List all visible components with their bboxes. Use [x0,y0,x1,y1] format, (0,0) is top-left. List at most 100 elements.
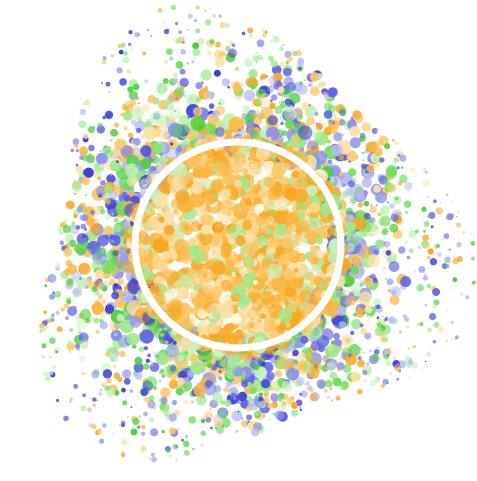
dot [41,326,47,332]
dot [177,287,189,299]
dot [239,91,242,94]
dot [299,407,301,409]
dot [381,229,388,236]
dot [266,85,275,93]
dot [285,227,293,236]
dot [169,56,174,61]
dot [227,391,232,395]
dot [218,376,223,381]
dot [242,257,253,268]
dot [168,379,179,389]
dot [119,350,126,358]
dot [252,196,262,206]
dot [386,200,390,204]
dot [146,250,160,265]
dot [120,290,133,303]
dot [209,39,215,45]
dot [351,177,356,182]
dot [295,49,302,57]
dot [181,40,185,44]
dot [260,94,264,98]
dot [309,245,318,254]
dot [448,248,451,251]
dot [125,163,139,177]
dot [149,417,154,423]
dot [381,315,384,318]
dot [259,290,274,306]
dot [184,317,196,329]
dot [66,300,72,305]
dot [339,381,349,391]
dot [373,298,381,307]
dot [163,59,169,65]
dot [214,57,225,67]
dot [197,38,205,45]
dot [241,420,249,428]
dot [252,190,258,196]
dot [204,19,212,26]
dot [305,353,313,361]
dot [429,313,437,321]
dot [373,278,379,284]
dot [308,82,313,88]
dot [143,396,150,403]
dot [129,315,142,328]
dot [134,403,138,406]
dot [120,452,126,458]
dot [186,93,200,107]
dot [70,148,75,153]
dot [432,304,437,309]
dot [306,381,310,386]
dot [288,278,300,289]
dot [341,183,346,188]
dot [100,382,106,388]
dot [293,267,299,273]
dot [170,4,177,11]
dot [106,174,116,184]
dot [272,72,283,83]
dot [328,119,332,123]
dot [164,446,171,452]
dot [373,185,381,193]
dot [293,188,309,204]
dot [193,294,207,308]
dot [126,416,129,419]
dot [237,128,241,132]
dot [268,185,283,201]
dot [49,293,56,300]
dot [369,349,372,353]
dot [123,126,128,131]
dot [424,170,428,174]
dot [124,286,129,291]
dot [223,325,230,332]
dot [269,99,273,103]
dot [228,302,234,308]
dot [142,363,150,370]
dot [359,291,372,304]
dot [233,89,244,100]
dot [258,226,267,235]
dot [446,310,449,312]
dot [456,222,462,228]
dot [215,105,226,116]
dot [346,230,362,247]
dot [178,274,193,289]
dot [121,439,128,446]
dot [174,444,179,449]
dot [348,353,352,357]
dot [202,189,218,205]
dot [251,183,261,193]
dot [450,337,453,341]
dot [124,100,130,106]
dot [399,154,407,162]
dot [104,208,108,212]
dot [357,202,364,208]
dot [165,48,173,56]
dot [192,249,207,264]
dot [311,195,320,204]
dot [199,231,213,246]
dot [44,318,46,321]
dot [407,347,410,350]
dot [101,82,104,85]
dot [150,363,154,366]
